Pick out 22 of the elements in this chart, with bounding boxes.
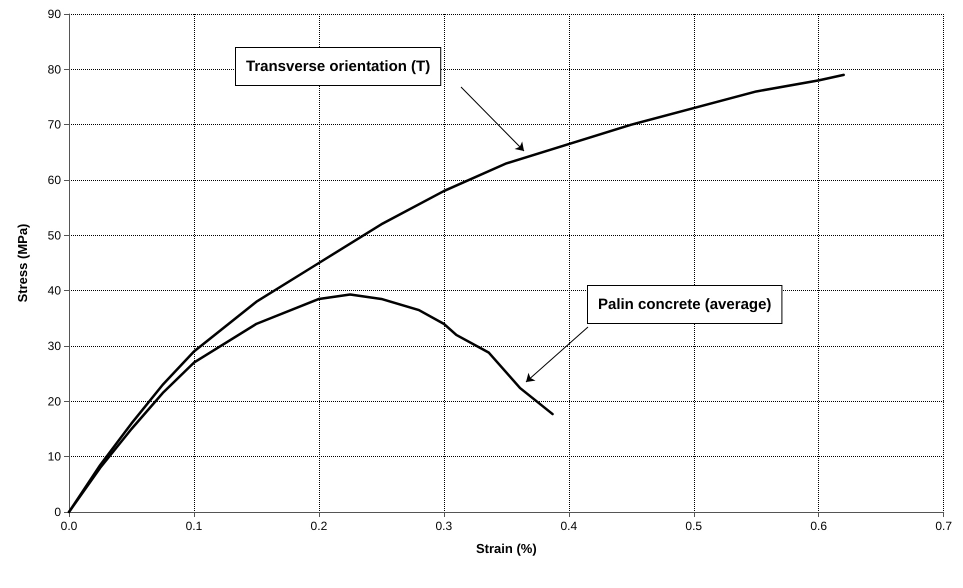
y-tick-label: 40 — [48, 284, 62, 298]
x-tick-label: 0.5 — [685, 519, 702, 533]
x-axis-title: Strain (%) — [476, 541, 537, 556]
y-tick-label: 10 — [48, 450, 62, 464]
y-tick-label: 0 — [54, 505, 62, 519]
y-tick-label: 80 — [48, 62, 62, 76]
y-tick-label: 20 — [48, 394, 62, 408]
x-tick-label: 0.1 — [186, 519, 203, 533]
x-tick-label: 0.0 — [60, 519, 78, 533]
y-tick-label: 90 — [48, 7, 62, 21]
y-tick-label: 50 — [48, 228, 62, 242]
annotation: Transverse orientation (T) — [246, 58, 430, 75]
y-tick-label: 60 — [48, 173, 62, 187]
y-tick-label: 30 — [48, 339, 62, 353]
x-tick-label: 0.3 — [436, 519, 453, 533]
x-tick-label: 0.2 — [310, 519, 328, 533]
x-tick-label: 0.7 — [935, 519, 952, 533]
annotation: Palin concrete (average) — [598, 296, 772, 313]
x-tick-label: 0.4 — [560, 519, 578, 533]
y-axis-title: Stress (MPa) — [15, 224, 30, 302]
y-tick-label: 70 — [48, 118, 62, 132]
x-tick-label: 0.6 — [810, 519, 828, 533]
